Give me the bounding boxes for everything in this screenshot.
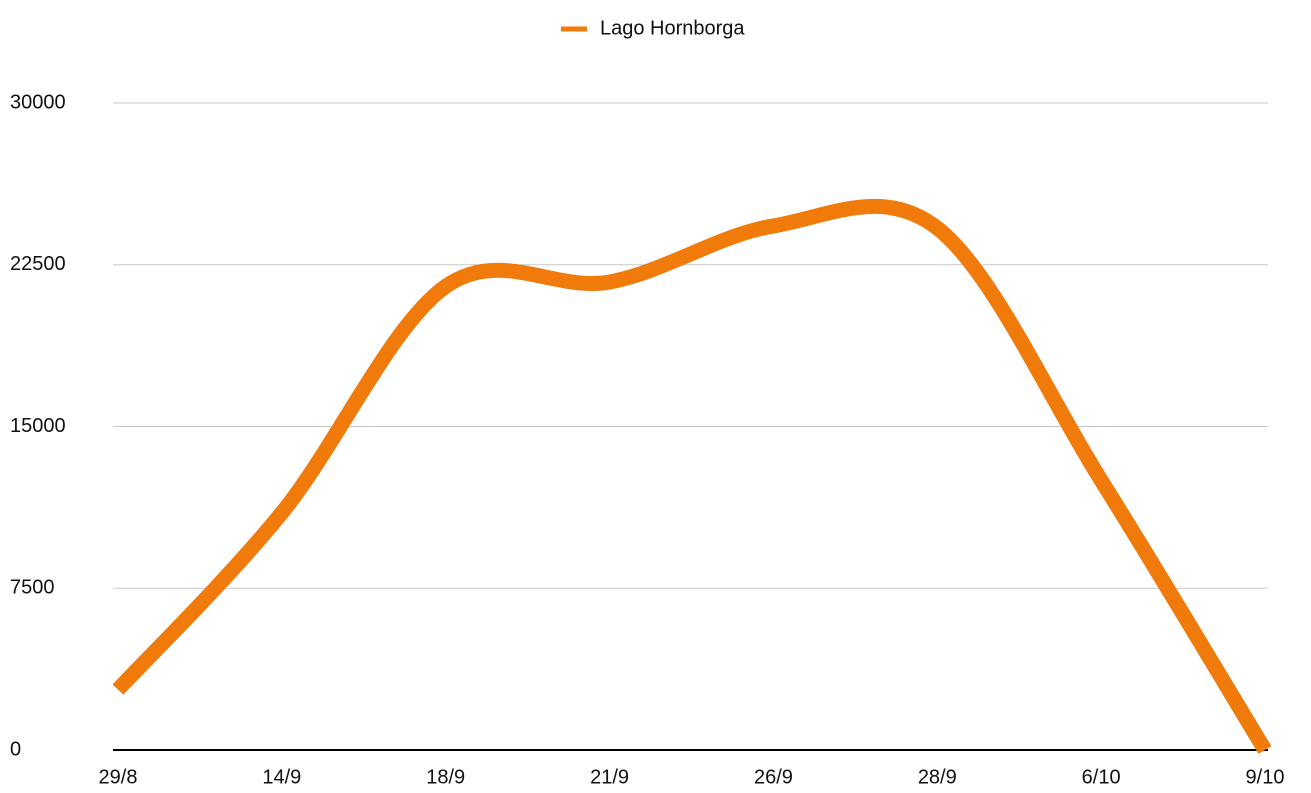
legend-label: Lago Hornborga [600, 17, 745, 39]
x-tick-label: 29/8 [99, 766, 138, 788]
y-tick-label: 0 [10, 738, 21, 760]
x-tick-label: 18/9 [426, 766, 465, 788]
y-tick-label: 30000 [10, 91, 66, 113]
data-line [112, 198, 1272, 754]
x-tick-label: 28/9 [918, 766, 957, 788]
x-tick-label: 21/9 [590, 766, 629, 788]
y-tick-label: 7500 [10, 577, 55, 599]
x-tick-label: 6/10 [1082, 766, 1121, 788]
y-tick-label: 22500 [10, 253, 66, 275]
y-tick-label: 15000 [10, 415, 66, 437]
x-tick-label: 9/10 [1246, 766, 1285, 788]
x-tick-label: 26/9 [754, 766, 793, 788]
x-tick-label: 14/9 [262, 766, 301, 788]
